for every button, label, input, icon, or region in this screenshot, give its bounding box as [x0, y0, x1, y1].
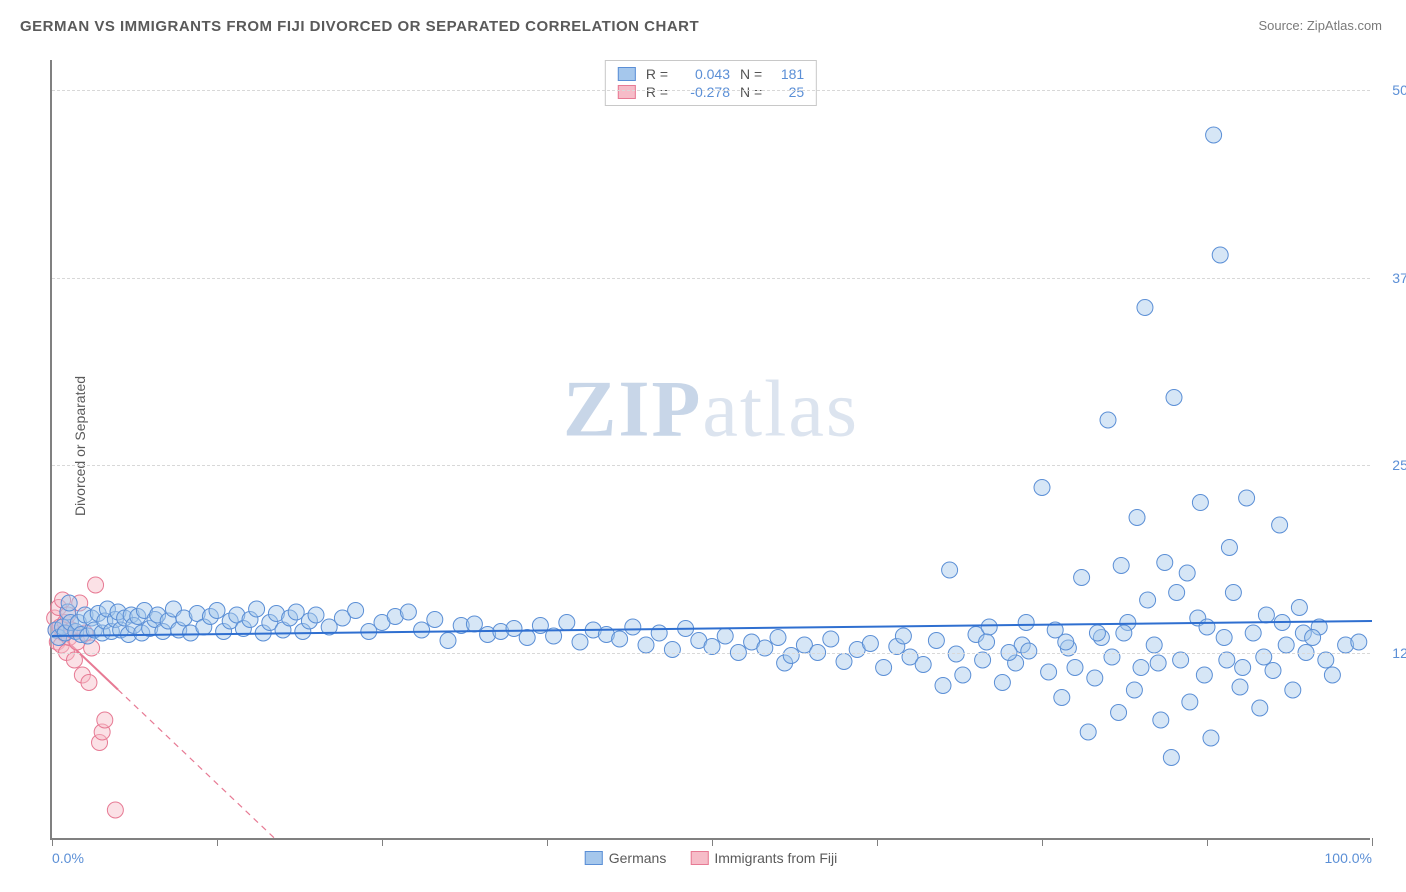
x-tick-label: 100.0% — [1325, 850, 1372, 866]
legend-label-germans: Germans — [609, 850, 667, 866]
x-tick — [1042, 838, 1043, 846]
x-tick — [382, 838, 383, 846]
grid-line — [52, 90, 1370, 91]
x-tick-label: 0.0% — [52, 850, 84, 866]
source-attribution: Source: ZipAtlas.com — [1258, 18, 1382, 33]
swatch-germans — [618, 67, 636, 81]
legend-swatch-germans — [585, 851, 603, 865]
grid-line — [52, 653, 1370, 654]
grid-line — [52, 465, 1370, 466]
legend-item-fiji: Immigrants from Fiji — [690, 850, 837, 866]
y-tick-label: 37.5% — [1392, 270, 1406, 286]
x-tick — [1372, 838, 1373, 846]
legend-label-fiji: Immigrants from Fiji — [714, 850, 837, 866]
legend: Germans Immigrants from Fiji — [585, 850, 837, 866]
legend-item-germans: Germans — [585, 850, 667, 866]
y-tick-label: 50.0% — [1392, 82, 1406, 98]
stats-row-germans: R = 0.043 N = 181 — [618, 65, 804, 83]
plot-area: ZIPatlas R = 0.043 N = 181 R = -0.278 N … — [50, 60, 1370, 840]
swatch-fiji — [618, 85, 636, 99]
x-tick — [217, 838, 218, 846]
y-tick-label: 25.0% — [1392, 457, 1406, 473]
x-tick — [877, 838, 878, 846]
y-tick-label: 12.5% — [1392, 645, 1406, 661]
legend-swatch-fiji — [690, 851, 708, 865]
x-tick — [52, 838, 53, 846]
chart-title: GERMAN VS IMMIGRANTS FROM FIJI DIVORCED … — [20, 18, 699, 35]
stats-box: R = 0.043 N = 181 R = -0.278 N = 25 — [605, 60, 817, 106]
stats-row-fiji: R = -0.278 N = 25 — [618, 83, 804, 101]
x-tick — [1207, 838, 1208, 846]
x-tick — [547, 838, 548, 846]
x-tick — [712, 838, 713, 846]
grid-line — [52, 278, 1370, 279]
chart-svg — [52, 60, 1370, 838]
